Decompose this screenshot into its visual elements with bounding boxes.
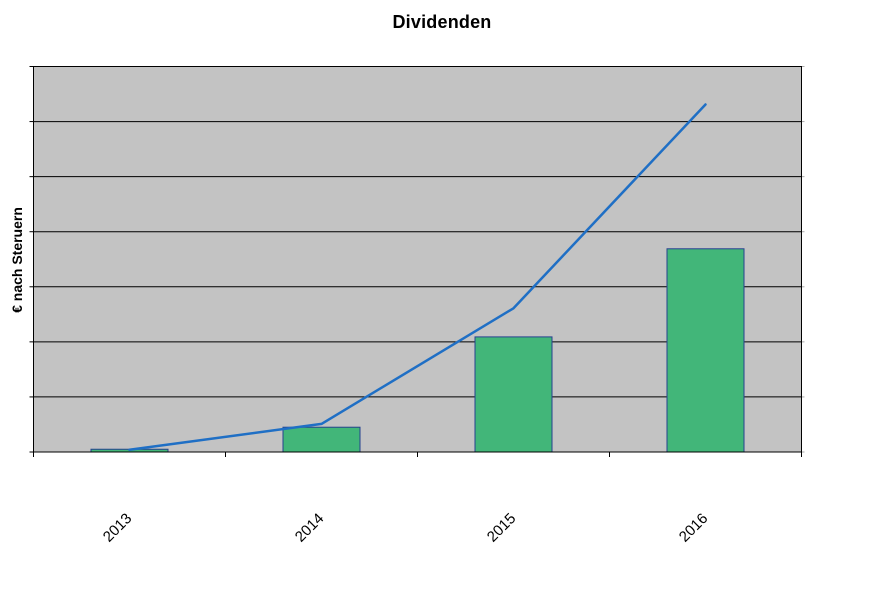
x-axis-label-2014: 2014 xyxy=(291,510,328,546)
x-axis-label-2013: 2013 xyxy=(99,510,136,546)
chart-title: Dividenden xyxy=(392,12,492,32)
plot-border xyxy=(33,66,802,453)
x-axis-label-2015: 2015 xyxy=(483,510,520,546)
x-axis-label-2016: 2016 xyxy=(675,510,712,546)
trend-line xyxy=(128,103,707,452)
bar-2014 xyxy=(282,426,361,453)
bar-2015 xyxy=(474,336,553,453)
bar-2016 xyxy=(666,248,745,453)
